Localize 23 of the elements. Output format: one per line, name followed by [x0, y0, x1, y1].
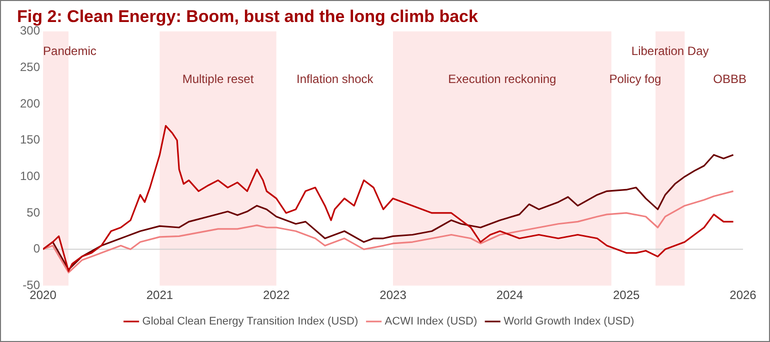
x-tick-label: 2022: [262, 288, 290, 302]
band-label: Pandemic: [43, 44, 96, 58]
y-tick-label: 250: [20, 60, 40, 74]
x-tick-label: 2023: [380, 288, 407, 302]
band-label: Execution reckoning: [448, 72, 556, 86]
legend-label: ACWI Index (USD): [384, 316, 478, 328]
band-label: Multiple reset: [182, 72, 254, 86]
y-tick-label: 100: [20, 168, 40, 183]
annotation: Inflation shock: [296, 72, 374, 86]
x-tick-label: 2025: [612, 288, 640, 302]
y-tick-label: 200: [20, 96, 40, 110]
annotation: OBBB: [713, 72, 746, 86]
y-tick-label: 50: [26, 205, 40, 220]
legend-label: World Growth Index (USD): [504, 316, 634, 328]
x-tick-label: 2024: [496, 288, 524, 302]
band-label: Liberation Day: [631, 44, 709, 58]
legend-label: Global Clean Energy Transition Index (USD): [142, 316, 358, 328]
x-tick-label: 2026: [730, 288, 757, 302]
y-tick-label: 150: [20, 132, 40, 147]
x-tick-label: 2021: [146, 288, 174, 302]
chart-title: Fig 2: Clean Energy: Boom, bust and the long climb back: [17, 6, 478, 26]
annotation: Policy fog: [609, 72, 662, 86]
y-tick-label: 0: [33, 242, 40, 256]
